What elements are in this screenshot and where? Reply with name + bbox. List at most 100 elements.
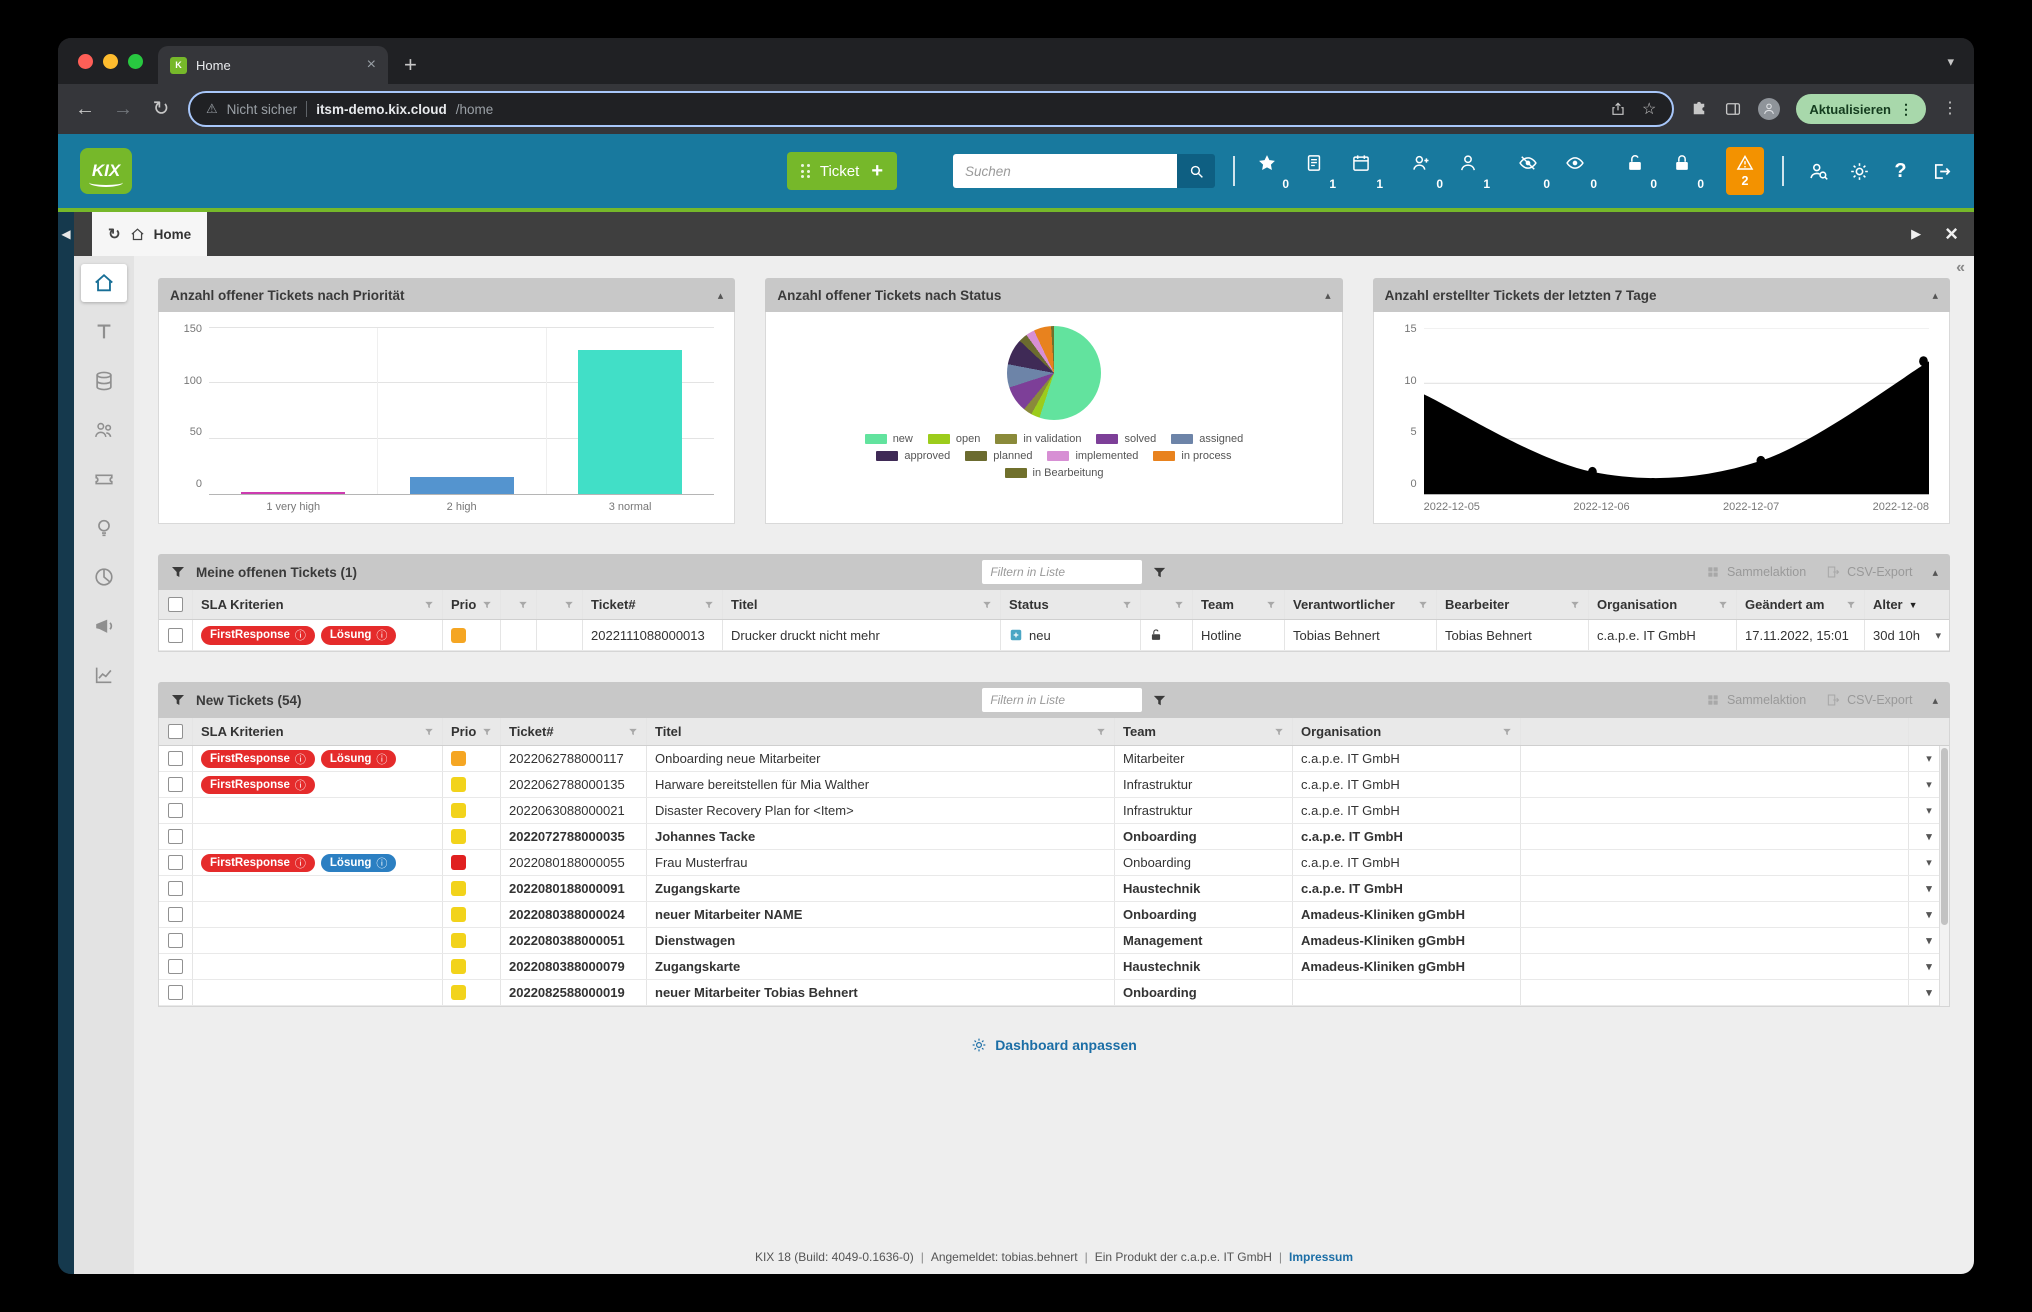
- refresh-tab-icon[interactable]: ↻: [108, 225, 121, 243]
- ticket-row[interactable]: 2022080388000024 neuer Mitarbeiter NAME …: [159, 902, 1949, 928]
- row-dropdown-icon[interactable]: ▾: [1935, 629, 1941, 642]
- browser-tab[interactable]: K Home ×: [158, 46, 388, 84]
- column-filter-icon[interactable]: [1122, 600, 1132, 610]
- column-header[interactable]: Team: [1115, 718, 1293, 745]
- bulk-action-button[interactable]: Sammelaktion: [1706, 565, 1806, 579]
- toolbar-counter-person-plus[interactable]: 0: [1407, 148, 1447, 194]
- reload-button[interactable]: ↻: [152, 98, 170, 120]
- row-dropdown-icon[interactable]: ▾: [1926, 753, 1932, 765]
- maximize-window-button[interactable]: [128, 54, 143, 69]
- collapse-widget-icon[interactable]: ▴: [1932, 694, 1938, 707]
- column-filter-icon[interactable]: [1718, 600, 1728, 610]
- toolbar-counter-person[interactable]: 1: [1454, 148, 1494, 194]
- column-filter-icon[interactable]: [564, 600, 574, 610]
- sidebar-item-ideas[interactable]: [81, 509, 127, 547]
- cell-ticket-number[interactable]: 2022062788000135: [501, 772, 647, 797]
- extensions-icon[interactable]: [1690, 100, 1708, 118]
- ticket-row[interactable]: 2022072788000035 Johannes Tacke Onboardi…: [159, 824, 1949, 850]
- help-icon[interactable]: ?: [1894, 159, 1907, 182]
- cell-title[interactable]: Harware bereitstellen für Mia Walther: [647, 772, 1115, 797]
- row-dropdown-icon[interactable]: ▾: [1926, 909, 1932, 921]
- toolbar-counter-eye-off[interactable]: 0: [1514, 148, 1554, 194]
- cell-title[interactable]: Dienstwagen: [647, 928, 1115, 953]
- column-header[interactable]: [537, 590, 583, 619]
- column-header[interactable]: Geändert am: [1737, 590, 1865, 619]
- collapse-widget-icon[interactable]: ▴: [1932, 566, 1938, 579]
- apply-filter-icon[interactable]: [1152, 693, 1167, 708]
- scroll-tabs-right-icon[interactable]: ▶: [1911, 226, 1922, 241]
- browser-update-button[interactable]: Aktualisieren ⋮: [1796, 94, 1926, 124]
- toolbar-counter-calendar[interactable]: 1: [1347, 148, 1387, 194]
- cell-ticket-number[interactable]: 2022111088000013: [583, 620, 723, 650]
- column-filter-icon[interactable]: [1846, 600, 1856, 610]
- kix-logo[interactable]: KIX: [80, 148, 132, 194]
- settings-gear-icon[interactable]: [1849, 161, 1870, 182]
- agent-search-icon[interactable]: [1808, 161, 1829, 182]
- collapse-sidebar-icon[interactable]: «: [1956, 259, 1965, 276]
- security-warning-label[interactable]: Nicht sicher: [226, 101, 298, 117]
- column-filter-icon[interactable]: [1096, 727, 1106, 737]
- row-dropdown-icon[interactable]: ▾: [1926, 805, 1932, 817]
- column-header[interactable]: Ticket#: [501, 718, 647, 745]
- scroll-tabs-left-icon[interactable]: ◀: [61, 227, 71, 241]
- column-filter-icon[interactable]: [1266, 600, 1276, 610]
- cell-ticket-number[interactable]: 2022080188000055: [501, 850, 647, 875]
- column-header[interactable]: Ticket#: [583, 590, 723, 619]
- cell-ticket-number[interactable]: 2022080388000051: [501, 928, 647, 953]
- info-icon[interactable]: ⓘ: [294, 630, 306, 642]
- tab-search-chevron-icon[interactable]: ▾: [1947, 54, 1954, 69]
- row-dropdown-icon[interactable]: ▾: [1926, 857, 1932, 869]
- cell-title[interactable]: Zugangskarte: [647, 954, 1115, 979]
- row-dropdown-icon[interactable]: ▾: [1926, 779, 1932, 791]
- bar[interactable]: [409, 477, 514, 494]
- column-filter-icon[interactable]: [518, 600, 528, 610]
- row-dropdown-icon[interactable]: ▾: [1926, 831, 1932, 843]
- close-window-button[interactable]: [78, 54, 93, 69]
- table-scrollbar[interactable]: [1939, 746, 1949, 1006]
- collapse-widget-icon[interactable]: ▴: [1325, 289, 1331, 302]
- column-filter-icon[interactable]: [1418, 600, 1428, 610]
- row-dropdown-icon[interactable]: ▾: [1926, 961, 1932, 973]
- column-header[interactable]: Prio: [443, 718, 501, 745]
- column-filter-icon[interactable]: [482, 727, 492, 737]
- forward-button[interactable]: →: [113, 98, 133, 120]
- table-filter-icon[interactable]: [170, 692, 186, 708]
- cell-ticket-number[interactable]: 2022063088000021: [501, 798, 647, 823]
- widget-header[interactable]: Anzahl offener Tickets nach Priorität ▴: [158, 278, 736, 312]
- sidebar-item-reports[interactable]: [81, 558, 127, 596]
- ticket-row[interactable]: FirstResponse ⓘ Lösung ⓘ 2022062788000117 O…: [159, 746, 1949, 772]
- cell-ticket-number[interactable]: 2022062788000117: [501, 746, 647, 771]
- sidebar-item-organisations[interactable]: [81, 411, 127, 449]
- column-header[interactable]: Status: [1001, 590, 1141, 619]
- widget-header[interactable]: Anzahl erstellter Tickets der letzten 7 …: [1372, 278, 1950, 312]
- tab-home[interactable]: ↻ Home: [92, 212, 208, 256]
- row-checkbox[interactable]: [168, 933, 183, 948]
- cell-title[interactable]: Disaster Recovery Plan for <Item>: [647, 798, 1115, 823]
- sidebar-item-tickets[interactable]: [81, 460, 127, 498]
- ticket-row[interactable]: 2022082588000019 neuer Mitarbeiter Tobia…: [159, 980, 1949, 1006]
- browser-menu-icon[interactable]: ⋮: [1942, 100, 1958, 117]
- customize-dashboard-link[interactable]: Dashboard anpassen: [158, 1037, 1950, 1053]
- table-filter-icon[interactable]: [170, 564, 186, 580]
- list-filter-input[interactable]: [982, 560, 1143, 584]
- csv-export-button[interactable]: CSV-Export: [1826, 693, 1912, 707]
- sidebar-item-assets[interactable]: [81, 362, 127, 400]
- cell-title[interactable]: neuer Mitarbeiter NAME: [647, 902, 1115, 927]
- row-dropdown-icon[interactable]: ▾: [1926, 935, 1932, 947]
- cell-title[interactable]: neuer Mitarbeiter Tobias Behnert: [647, 980, 1115, 1005]
- ticket-row[interactable]: 2022080388000079 Zugangskarte Haustechni…: [159, 954, 1949, 980]
- column-header[interactable]: Team: [1193, 590, 1285, 619]
- select-all-checkbox[interactable]: [168, 597, 183, 612]
- toolbar-counter-note[interactable]: 1: [1300, 148, 1340, 194]
- ticket-row[interactable]: FirstResponse ⓘ Lösung ⓘ 2022111088000013 D…: [159, 620, 1949, 651]
- column-filter-icon[interactable]: [424, 727, 434, 737]
- toolbar-counter-lock-open[interactable]: 0: [1621, 148, 1661, 194]
- list-filter-input[interactable]: [982, 688, 1143, 712]
- column-header[interactable]: [1141, 590, 1193, 619]
- new-tab-button[interactable]: +: [404, 52, 417, 77]
- collapse-widget-icon[interactable]: ▴: [1932, 289, 1938, 302]
- info-icon[interactable]: ⓘ: [376, 753, 388, 766]
- close-tab-icon[interactable]: ×: [1945, 221, 1958, 246]
- tab-close-icon[interactable]: ×: [366, 56, 376, 73]
- column-header[interactable]: Titel: [723, 590, 1001, 619]
